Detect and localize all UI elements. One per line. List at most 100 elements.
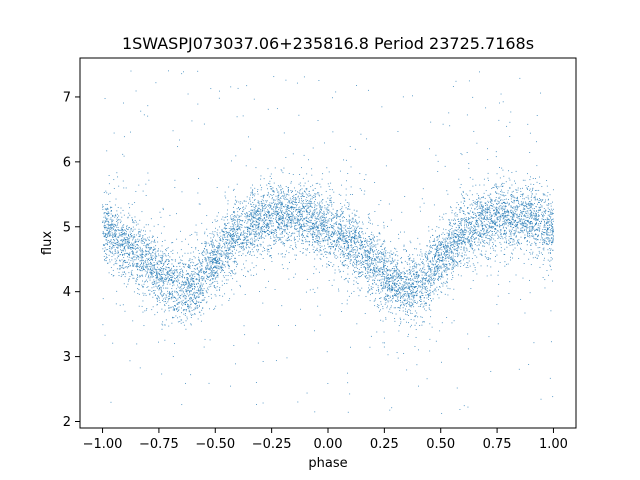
data-point <box>112 269 114 271</box>
data-point <box>494 219 496 221</box>
data-point <box>281 207 283 209</box>
data-point <box>487 172 489 174</box>
data-point <box>529 223 531 225</box>
data-point <box>204 242 206 244</box>
data-point <box>311 203 313 204</box>
data-point <box>446 232 448 234</box>
data-point <box>404 260 406 262</box>
data-point <box>349 208 351 210</box>
data-point <box>485 231 487 232</box>
data-point <box>461 232 463 234</box>
data-point <box>227 262 229 264</box>
data-point <box>417 282 419 284</box>
data-point <box>313 227 315 229</box>
data-point <box>179 316 181 318</box>
data-point <box>436 265 438 267</box>
data-point <box>142 286 144 287</box>
data-point <box>148 246 150 248</box>
data-point <box>212 245 214 247</box>
data-point <box>239 238 241 240</box>
data-point <box>427 255 428 257</box>
data-point <box>376 236 378 237</box>
data-point <box>185 291 187 293</box>
data-point <box>503 182 505 184</box>
data-point <box>466 238 468 240</box>
data-point <box>507 225 509 227</box>
data-point <box>546 217 548 219</box>
data-point <box>440 265 442 267</box>
data-point <box>322 216 324 218</box>
data-point <box>524 228 526 230</box>
data-point <box>181 241 183 243</box>
data-point <box>288 239 290 241</box>
data-point <box>172 259 174 261</box>
data-point <box>338 193 340 195</box>
data-point <box>367 89 369 91</box>
data-point <box>204 231 206 233</box>
data-point <box>410 318 412 320</box>
data-point <box>442 263 444 265</box>
data-point <box>303 200 304 202</box>
data-point <box>266 184 268 186</box>
data-point <box>274 237 276 239</box>
data-point <box>446 250 448 252</box>
data-point <box>346 255 348 257</box>
data-point <box>308 195 310 197</box>
data-point <box>520 298 522 300</box>
data-point <box>298 218 300 220</box>
data-point <box>440 246 442 248</box>
data-point <box>107 223 109 225</box>
data-point <box>127 252 129 254</box>
data-point <box>124 240 126 242</box>
data-point <box>352 225 354 227</box>
data-point <box>324 248 326 250</box>
data-point <box>265 214 267 216</box>
data-point <box>387 266 388 268</box>
data-point <box>275 213 277 215</box>
data-point <box>454 230 456 231</box>
data-point <box>235 241 237 243</box>
data-point <box>167 290 168 292</box>
data-point <box>322 219 324 221</box>
data-point <box>523 223 525 225</box>
data-point <box>496 218 498 220</box>
data-point <box>395 313 397 315</box>
data-point <box>116 223 118 225</box>
data-point <box>426 277 428 279</box>
data-point <box>483 224 485 226</box>
data-point <box>376 257 378 259</box>
data-point <box>266 211 268 212</box>
data-point <box>524 215 526 217</box>
data-point <box>395 274 397 276</box>
data-point <box>357 254 359 256</box>
data-point <box>225 233 227 235</box>
data-point <box>178 273 180 275</box>
data-point <box>265 226 267 228</box>
data-point <box>505 203 507 205</box>
data-point <box>517 189 519 191</box>
data-point <box>453 218 455 220</box>
data-point <box>238 221 240 223</box>
data-point <box>354 271 355 273</box>
data-point <box>335 243 337 245</box>
data-point <box>135 234 137 236</box>
data-point <box>326 351 328 353</box>
data-point <box>424 283 426 285</box>
data-point <box>384 287 386 289</box>
data-point <box>192 292 194 294</box>
data-point <box>539 183 541 185</box>
data-point <box>110 213 112 215</box>
data-point <box>402 278 404 280</box>
data-point <box>535 213 537 214</box>
data-point <box>453 213 455 215</box>
data-point <box>134 240 136 242</box>
data-point <box>521 215 523 217</box>
data-point <box>155 283 157 285</box>
data-point <box>429 276 431 278</box>
data-point <box>309 230 311 232</box>
data-point <box>134 241 136 243</box>
data-point <box>445 237 447 239</box>
data-point <box>391 267 393 269</box>
data-point <box>326 209 328 211</box>
data-point <box>242 211 244 213</box>
